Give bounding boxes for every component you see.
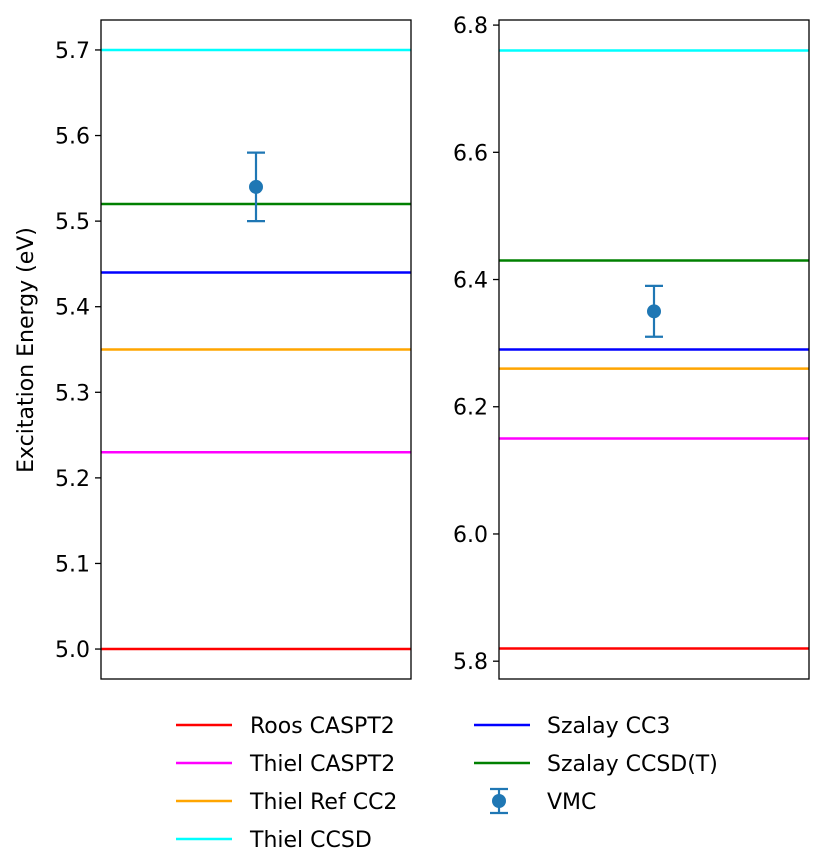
y-tick-label: 5.6 [55, 125, 90, 150]
legend-entry-thiel-ccsd: Thiel CCSD [176, 828, 372, 853]
y-tick-label: 5.7 [55, 39, 90, 64]
y-tick-label: 5.4 [55, 296, 90, 321]
axes-frame [100, 19, 412, 680]
legend-entry-roos-caspt2: Roos CASPT2 [176, 714, 395, 739]
legend-entry-thiel-ref-cc2: Thiel Ref CC2 [176, 790, 397, 815]
vmc-point [647, 304, 661, 319]
legend-label: Thiel CASPT2 [249, 752, 395, 777]
y-axis-label: Excitation Energy (eV) [14, 227, 39, 473]
legend-label: Thiel Ref CC2 [249, 790, 397, 815]
vmc-errorbar [247, 151, 265, 223]
chart-panels: 5.0 5.1 5.2 5.3 5.4 5.5 5.6 5.7 5.8 6.0 6.2 6.4 6.6 6… [55, 14, 810, 680]
axes-frame [498, 19, 810, 680]
y-tick-label: 6.6 [453, 141, 488, 166]
vmc-errorbar [645, 284, 663, 338]
panel-right: 5.8 6.0 6.2 6.4 6.6 6.8 [453, 14, 810, 680]
panel-left: 5.0 5.1 5.2 5.3 5.4 5.5 5.6 5.7 [55, 19, 412, 680]
legend-entry-thiel-caspt2: Thiel CASPT2 [176, 752, 395, 777]
y-tick-label: 5.8 [453, 650, 488, 675]
legend-swatch-point [492, 794, 506, 808]
legend-entry-vmc: VMC [490, 787, 596, 815]
legend-entry-szalay-cc3: Szalay CC3 [474, 714, 670, 739]
y-tick-label: 6.0 [453, 523, 488, 548]
legend-label: Szalay CC3 [547, 714, 670, 739]
y-tick-label: 6.2 [453, 396, 488, 421]
y-tick-label: 6.4 [453, 269, 488, 294]
y-tick-label: 5.2 [55, 467, 90, 492]
legend: Roos CASPT2 Thiel CASPT2 Thiel Ref CC2 Thie… [176, 714, 718, 853]
legend-label: Szalay CCSD(T) [547, 752, 718, 777]
legend-entry-szalay-ccsd-t: Szalay CCSD(T) [474, 752, 718, 777]
y-tick-label: 5.1 [55, 552, 90, 577]
legend-label: Roos CASPT2 [250, 714, 395, 739]
legend-label: Thiel CCSD [249, 828, 372, 853]
vmc-point [249, 179, 263, 194]
y-tick-label: 5.0 [55, 638, 90, 663]
y-tick-label: 6.8 [453, 14, 488, 39]
legend-label: VMC [547, 790, 596, 815]
y-tick-label: 5.5 [55, 210, 90, 235]
y-tick-label: 5.3 [55, 381, 90, 406]
